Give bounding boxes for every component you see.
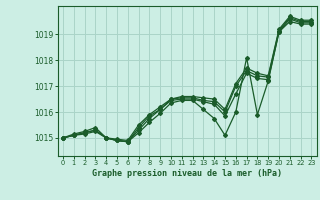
X-axis label: Graphe pression niveau de la mer (hPa): Graphe pression niveau de la mer (hPa)	[92, 169, 282, 178]
